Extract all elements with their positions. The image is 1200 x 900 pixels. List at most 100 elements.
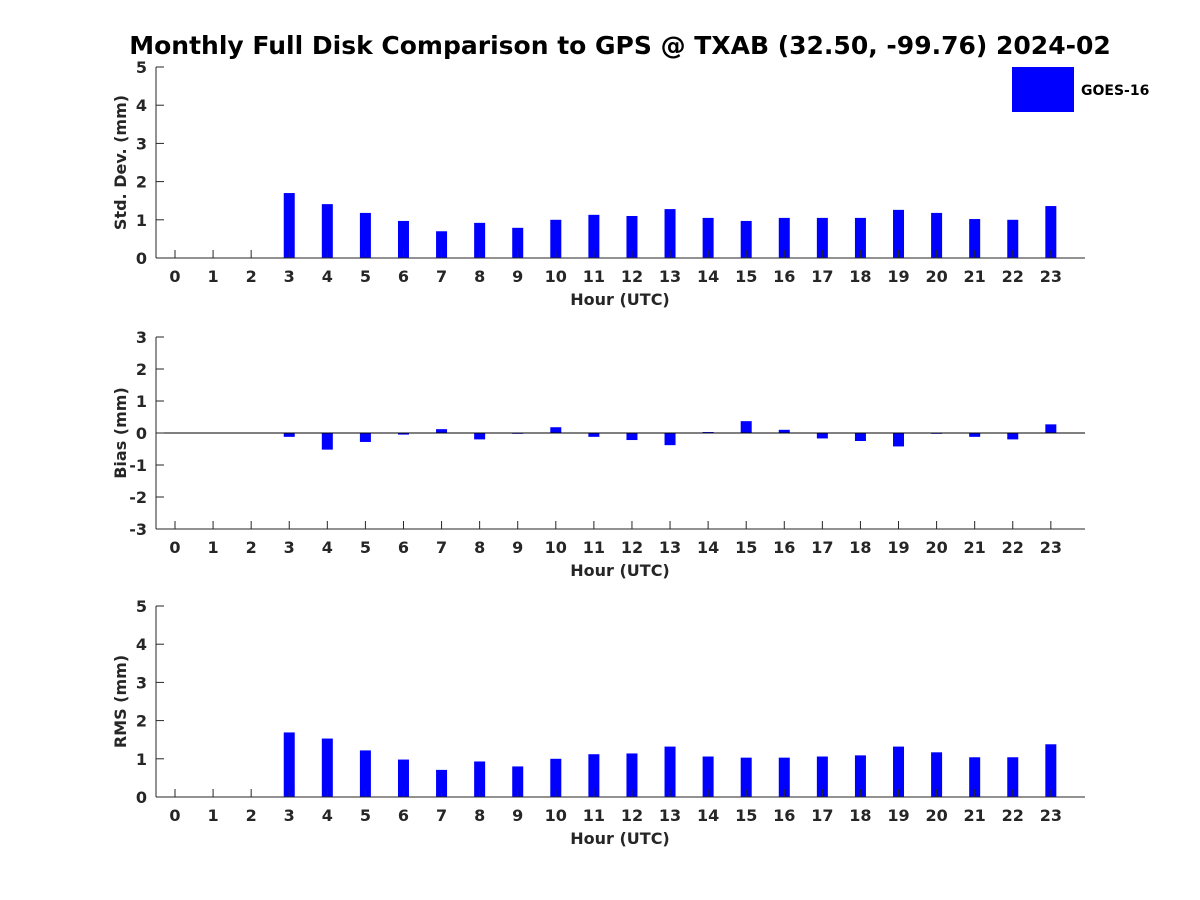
y-tick-label-std-dev: 1 bbox=[136, 211, 147, 230]
x-tick-label-std-dev: 15 bbox=[735, 267, 757, 286]
x-tick-label-bias: 9 bbox=[512, 538, 523, 557]
x-tick-label-rms: 14 bbox=[697, 806, 719, 825]
y-tick-label-bias: 1 bbox=[136, 392, 147, 411]
y-axis-label-std-dev: Std. Dev. (mm) bbox=[111, 95, 130, 230]
x-tick-label-bias: 10 bbox=[545, 538, 567, 557]
x-tick-label-rms: 13 bbox=[659, 806, 681, 825]
x-tick-label-rms: 19 bbox=[887, 806, 909, 825]
bar-rms-hour-3 bbox=[283, 732, 295, 797]
x-tick-label-std-dev: 7 bbox=[436, 267, 447, 286]
x-tick-label-rms: 8 bbox=[474, 806, 485, 825]
bar-bias-hour-13 bbox=[664, 433, 676, 446]
y-tick-label-bias: -2 bbox=[129, 488, 147, 507]
x-tick-label-rms: 18 bbox=[849, 806, 871, 825]
bar-bias-hour-8 bbox=[474, 433, 486, 440]
x-tick-label-bias: 15 bbox=[735, 538, 757, 557]
bar-std-dev-hour-15 bbox=[740, 220, 752, 258]
x-tick-label-bias: 14 bbox=[697, 538, 719, 557]
x-tick-label-rms: 23 bbox=[1040, 806, 1062, 825]
bar-rms-hour-19 bbox=[893, 746, 905, 797]
bar-rms-hour-11 bbox=[588, 754, 600, 797]
bar-bias-hour-22 bbox=[1007, 433, 1019, 440]
x-tick-label-std-dev: 14 bbox=[697, 267, 719, 286]
bar-rms-hour-15 bbox=[740, 757, 752, 797]
bar-bias-hour-21 bbox=[969, 433, 981, 437]
bar-bias-hour-10 bbox=[550, 427, 562, 433]
y-tick-label-rms: 2 bbox=[136, 712, 147, 731]
bar-std-dev-hour-5 bbox=[359, 212, 371, 258]
bar-bias-hour-16 bbox=[778, 429, 790, 433]
bar-rms-hour-22 bbox=[1007, 757, 1019, 797]
x-tick-label-bias: 2 bbox=[246, 538, 257, 557]
x-tick-label-std-dev: 12 bbox=[621, 267, 643, 286]
x-tick-label-std-dev: 19 bbox=[887, 267, 909, 286]
bar-rms-hour-5 bbox=[359, 750, 371, 797]
x-tick-label-rms: 10 bbox=[545, 806, 567, 825]
x-tick-label-bias: 23 bbox=[1040, 538, 1062, 557]
x-tick-label-std-dev: 5 bbox=[360, 267, 371, 286]
bar-std-dev-hour-9 bbox=[512, 227, 524, 258]
x-tick-label-rms: 4 bbox=[322, 806, 333, 825]
x-tick-label-std-dev: 22 bbox=[1002, 267, 1024, 286]
bar-std-dev-hour-6 bbox=[397, 220, 409, 258]
bar-bias-hour-6 bbox=[397, 433, 409, 435]
bar-std-dev-hour-19 bbox=[893, 209, 905, 258]
x-tick-label-rms: 21 bbox=[964, 806, 986, 825]
y-tick-label-rms: 3 bbox=[136, 673, 147, 692]
bar-std-dev-hour-14 bbox=[702, 217, 714, 258]
x-tick-label-rms: 15 bbox=[735, 806, 757, 825]
bar-std-dev-hour-11 bbox=[588, 214, 600, 258]
y-tick-label-std-dev: 5 bbox=[136, 58, 147, 77]
x-tick-label-std-dev: 11 bbox=[583, 267, 605, 286]
x-tick-label-rms: 2 bbox=[246, 806, 257, 825]
x-tick-label-bias: 21 bbox=[964, 538, 986, 557]
y-tick-label-std-dev: 2 bbox=[136, 173, 147, 192]
bar-bias-hour-7 bbox=[436, 429, 448, 433]
bar-std-dev-hour-10 bbox=[550, 219, 562, 258]
bar-rms-hour-13 bbox=[664, 746, 676, 797]
x-tick-label-std-dev: 0 bbox=[169, 267, 180, 286]
x-tick-label-bias: 1 bbox=[208, 538, 219, 557]
x-tick-label-std-dev: 16 bbox=[773, 267, 795, 286]
bar-rms-hour-21 bbox=[969, 757, 981, 797]
y-tick-label-std-dev: 0 bbox=[136, 249, 147, 268]
x-tick-label-std-dev: 21 bbox=[964, 267, 986, 286]
legend-label: GOES-16 bbox=[1081, 83, 1149, 99]
bar-bias-hour-5 bbox=[359, 433, 371, 442]
x-tick-label-bias: 4 bbox=[322, 538, 333, 557]
x-tick-label-std-dev: 9 bbox=[512, 267, 523, 286]
bar-bias-hour-23 bbox=[1045, 424, 1057, 433]
x-tick-label-rms: 9 bbox=[512, 806, 523, 825]
bar-std-dev-hour-21 bbox=[969, 219, 981, 258]
x-tick-label-std-dev: 20 bbox=[925, 267, 947, 286]
x-tick-label-rms: 12 bbox=[621, 806, 643, 825]
bar-rms-hour-14 bbox=[702, 756, 714, 797]
y-tick-label-rms: 1 bbox=[136, 750, 147, 769]
x-tick-label-std-dev: 17 bbox=[811, 267, 833, 286]
bar-std-dev-hour-12 bbox=[626, 215, 638, 258]
bar-rms-hour-20 bbox=[931, 752, 943, 797]
x-tick-label-bias: 13 bbox=[659, 538, 681, 557]
x-tick-label-bias: 22 bbox=[1002, 538, 1024, 557]
y-tick-label-bias: -1 bbox=[129, 456, 147, 475]
y-tick-label-rms: 5 bbox=[136, 597, 147, 616]
bar-rms-hour-6 bbox=[397, 759, 409, 797]
bar-rms-hour-12 bbox=[626, 753, 638, 797]
x-tick-label-bias: 11 bbox=[583, 538, 605, 557]
x-tick-label-std-dev: 10 bbox=[545, 267, 567, 286]
x-axis-label-rms: Hour (UTC) bbox=[570, 829, 670, 848]
bar-rms-hour-10 bbox=[550, 758, 562, 797]
bar-std-dev-hour-13 bbox=[664, 209, 676, 258]
bar-bias-hour-17 bbox=[816, 433, 828, 439]
bar-rms-hour-8 bbox=[474, 761, 486, 797]
bar-bias-hour-18 bbox=[854, 433, 866, 441]
x-tick-label-bias: 0 bbox=[169, 538, 180, 557]
x-tick-label-std-dev: 3 bbox=[284, 267, 295, 286]
bar-std-dev-hour-8 bbox=[474, 222, 486, 258]
x-tick-label-bias: 18 bbox=[849, 538, 871, 557]
bar-bias-hour-19 bbox=[893, 433, 905, 447]
